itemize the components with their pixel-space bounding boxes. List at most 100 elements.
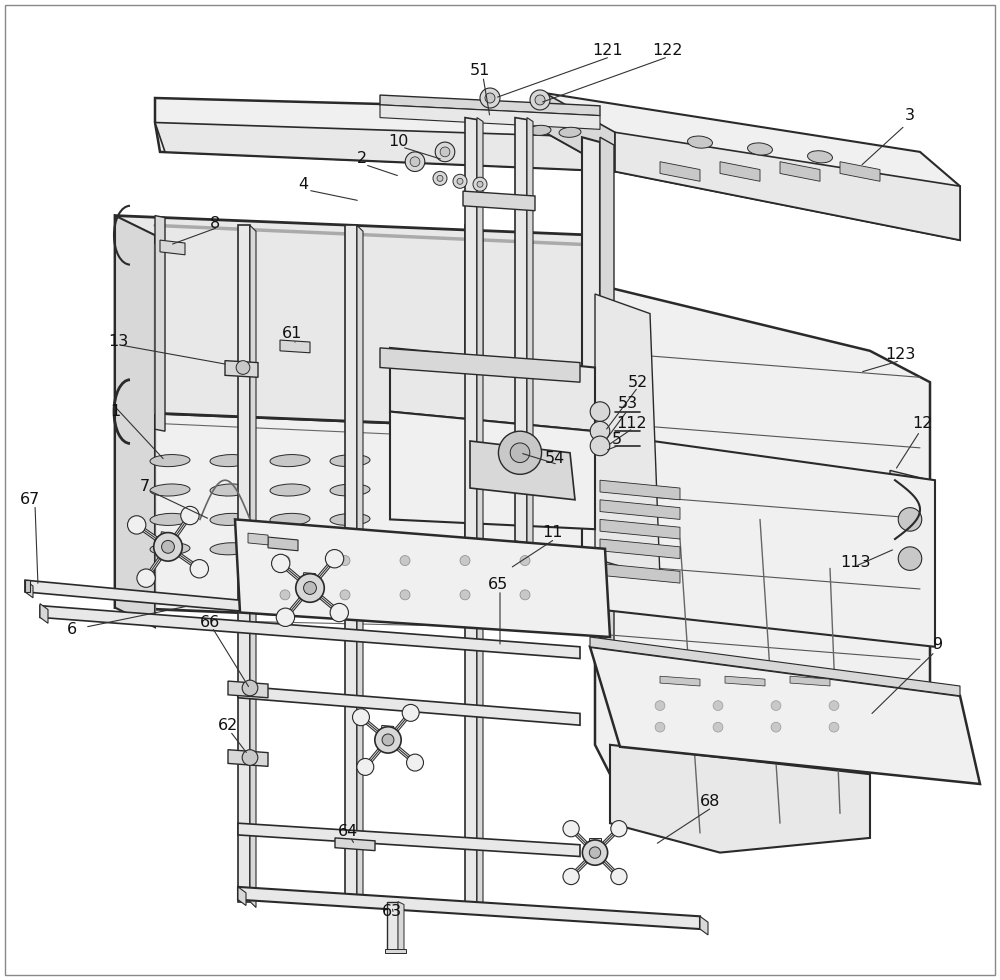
Polygon shape (700, 916, 708, 935)
Ellipse shape (270, 514, 310, 525)
Polygon shape (545, 93, 615, 172)
Polygon shape (600, 564, 680, 583)
Text: 65: 65 (488, 576, 508, 592)
Circle shape (137, 569, 155, 587)
Text: 54: 54 (545, 451, 565, 466)
Circle shape (375, 727, 401, 753)
Circle shape (457, 178, 463, 184)
Ellipse shape (210, 455, 250, 466)
Circle shape (407, 755, 423, 771)
Circle shape (154, 532, 182, 562)
Polygon shape (160, 240, 185, 255)
Circle shape (280, 590, 290, 600)
Circle shape (242, 750, 258, 765)
Ellipse shape (270, 455, 310, 466)
Polygon shape (790, 676, 830, 686)
Circle shape (440, 147, 450, 157)
Polygon shape (280, 340, 310, 353)
Ellipse shape (150, 514, 190, 525)
Circle shape (563, 868, 579, 885)
Polygon shape (615, 132, 960, 240)
Polygon shape (595, 284, 930, 804)
Ellipse shape (390, 455, 430, 466)
Text: 68: 68 (700, 794, 720, 809)
Polygon shape (25, 580, 30, 592)
Polygon shape (590, 647, 980, 784)
Polygon shape (250, 225, 256, 907)
Polygon shape (780, 162, 820, 181)
Ellipse shape (150, 455, 190, 466)
Circle shape (713, 722, 723, 732)
Text: 11: 11 (542, 524, 562, 540)
Circle shape (400, 590, 410, 600)
Text: 113: 113 (840, 555, 870, 570)
Circle shape (477, 181, 483, 187)
Polygon shape (470, 441, 575, 500)
Bar (303, 572, 316, 581)
Text: 13: 13 (108, 333, 128, 349)
Polygon shape (40, 604, 48, 623)
Text: 5: 5 (612, 431, 622, 447)
Circle shape (611, 868, 627, 885)
Ellipse shape (330, 484, 370, 496)
Ellipse shape (529, 125, 551, 135)
Polygon shape (235, 519, 610, 637)
Circle shape (520, 590, 530, 600)
Ellipse shape (270, 484, 310, 496)
Circle shape (460, 556, 470, 565)
Polygon shape (840, 162, 880, 181)
Circle shape (433, 172, 447, 185)
Circle shape (190, 560, 208, 578)
Circle shape (242, 680, 258, 696)
Circle shape (296, 573, 324, 603)
Polygon shape (155, 122, 620, 172)
Circle shape (304, 581, 316, 595)
Circle shape (655, 701, 665, 710)
Polygon shape (600, 539, 680, 559)
Text: 53: 53 (618, 396, 638, 412)
Circle shape (771, 722, 781, 732)
Circle shape (771, 701, 781, 710)
Polygon shape (465, 118, 477, 544)
Polygon shape (582, 431, 935, 647)
Circle shape (713, 701, 723, 710)
Polygon shape (335, 838, 375, 851)
Polygon shape (115, 412, 595, 627)
Circle shape (510, 443, 530, 463)
Circle shape (400, 556, 410, 565)
Polygon shape (610, 745, 870, 853)
Polygon shape (385, 949, 406, 953)
Polygon shape (248, 533, 268, 545)
Text: 4: 4 (298, 176, 308, 192)
Polygon shape (345, 225, 357, 902)
Ellipse shape (210, 514, 250, 525)
Polygon shape (155, 216, 165, 431)
Polygon shape (582, 137, 600, 637)
Polygon shape (238, 887, 700, 929)
Polygon shape (387, 902, 398, 951)
Ellipse shape (559, 127, 581, 137)
Circle shape (589, 847, 601, 858)
Ellipse shape (210, 484, 250, 496)
Polygon shape (590, 637, 960, 696)
Circle shape (498, 431, 542, 474)
Circle shape (898, 508, 922, 531)
Polygon shape (660, 676, 700, 686)
Circle shape (582, 840, 608, 865)
Text: 52: 52 (628, 374, 648, 390)
Polygon shape (238, 225, 250, 902)
Polygon shape (477, 118, 483, 547)
Ellipse shape (330, 514, 370, 525)
Polygon shape (660, 162, 700, 181)
Polygon shape (463, 191, 535, 211)
Text: 112: 112 (617, 416, 647, 431)
Polygon shape (398, 902, 404, 954)
Text: 7: 7 (140, 478, 150, 494)
Text: 62: 62 (218, 717, 238, 733)
Polygon shape (515, 118, 527, 544)
Circle shape (473, 177, 487, 191)
Circle shape (655, 722, 665, 732)
Circle shape (453, 174, 467, 188)
Text: 122: 122 (653, 43, 683, 59)
Text: 3: 3 (905, 108, 915, 123)
